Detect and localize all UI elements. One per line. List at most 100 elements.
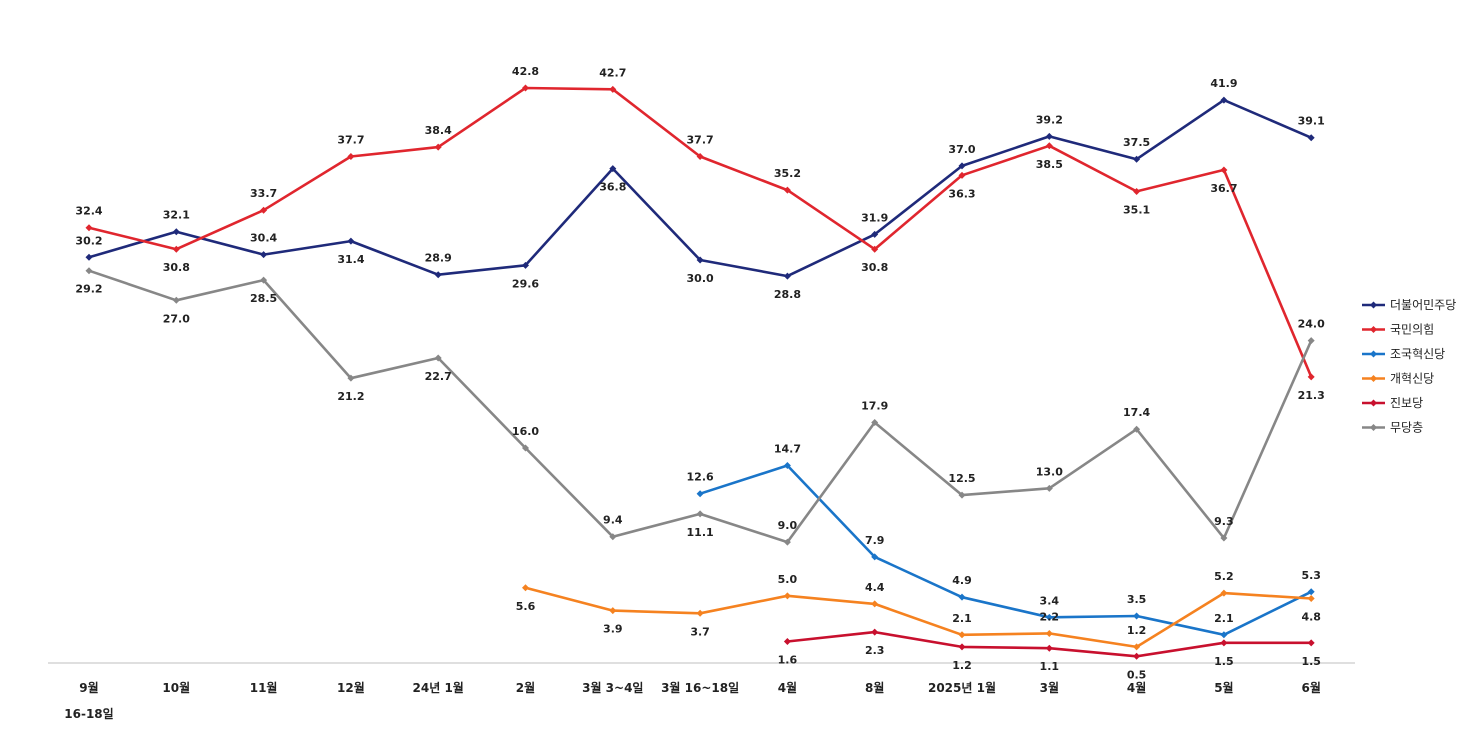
series-5-data-label: 27.0 (163, 312, 190, 325)
series-3-point (1220, 589, 1228, 597)
legend-label: 조국혁신당 (1390, 347, 1445, 361)
series-1-data-label: 36.7 (1210, 182, 1237, 195)
series-5-point (1045, 484, 1053, 492)
legend-label: 개혁신당 (1390, 372, 1434, 386)
x-tick-label: 4월 (778, 680, 797, 695)
x-tick-label: 8월 (865, 680, 884, 695)
series-0-data-label: 30.0 (687, 272, 714, 285)
series-5-data-label: 17.4 (1123, 406, 1150, 419)
series-3-data-label: 5.0 (778, 573, 798, 586)
series-3-point (1133, 643, 1141, 651)
series-3-point (1045, 629, 1053, 637)
series-1-data-label: 36.3 (948, 187, 975, 200)
x-tick-label: 4월 (1127, 680, 1146, 695)
series-5-data-label: 16.0 (512, 425, 539, 438)
series-5-data-label: 11.1 (687, 526, 714, 539)
series-0-data-label: 37.5 (1123, 136, 1150, 149)
series-0-data-label: 30.2 (75, 234, 102, 247)
series-2-data-label: 5.3 (1301, 569, 1321, 582)
x-tick-label: 10월 (162, 680, 190, 695)
x-tick-label: 5월 (1214, 680, 1233, 695)
series-2-point (1133, 612, 1141, 620)
series-1-point (1220, 166, 1228, 174)
series-2-point (1307, 588, 1315, 596)
series-2-data-label: 3.4 (1040, 594, 1060, 607)
series-2-point (958, 593, 966, 601)
x-tick-label: 3월 16~18일 (661, 680, 739, 695)
series-0-point (347, 237, 355, 245)
series-3-data-label: 3.7 (690, 625, 710, 638)
series-0-point (1220, 96, 1228, 104)
series-0-point (172, 228, 180, 236)
series-1-point (609, 85, 617, 93)
legend-swatch-marker (1370, 301, 1377, 309)
series-0-data-label: 39.2 (1036, 113, 1063, 126)
series-1-data-label: 38.5 (1036, 158, 1063, 171)
series-5-data-label: 22.7 (425, 370, 452, 383)
series-3-point (522, 584, 529, 592)
series-5-point (1133, 425, 1141, 433)
x-tick-label: 2월 (516, 680, 535, 695)
series-5-data-label: 21.2 (337, 390, 364, 403)
series-5-data-label: 9.0 (778, 519, 798, 532)
series-5-point (260, 276, 268, 284)
series-5-data-label: 12.5 (948, 472, 975, 485)
series-0-point (696, 256, 704, 264)
series-3-point (696, 609, 704, 617)
series-2-point (696, 490, 704, 498)
series-1-point (1307, 373, 1315, 381)
series-0-data-label: 28.9 (425, 252, 452, 265)
series-0-point (1133, 155, 1141, 163)
series-2-point (1045, 613, 1053, 621)
legend-label: 더불어민주당 (1390, 298, 1456, 312)
series-4-data-label: 1.6 (778, 654, 798, 667)
series-0-data-label: 41.9 (1210, 77, 1237, 90)
series-1-data-label: 35.2 (774, 167, 801, 180)
x-tick-label: 16-18일 (64, 707, 113, 721)
series-1-point (958, 171, 966, 179)
series-4-data-label: 1.5 (1214, 655, 1234, 668)
series-2-line (699, 464, 1312, 637)
series-1-data-label: 37.7 (337, 134, 364, 147)
series-4-point (1133, 652, 1141, 660)
x-tick-label: 6월 (1302, 680, 1321, 695)
series-1-data-label: 42.7 (599, 66, 626, 79)
series-1-data-label: 21.3 (1298, 389, 1325, 402)
series-5-point (1307, 337, 1315, 345)
x-tick-label: 9월 (79, 680, 98, 695)
series-3-point (958, 631, 966, 639)
series-5-point (347, 374, 355, 382)
series-5-data-label: 17.9 (861, 400, 888, 413)
series-3-data-label: 4.8 (1301, 611, 1321, 624)
series-5-point (85, 267, 93, 275)
series-3-data-label: 2.2 (1040, 610, 1060, 623)
series-2-point (871, 553, 879, 561)
series-0-point (522, 261, 529, 269)
series-2-data-label: 12.6 (687, 471, 714, 484)
series-0-point (609, 165, 617, 173)
series-0-point (958, 162, 966, 170)
series-3-data-label: 1.2 (1127, 624, 1147, 637)
series-3-data-label: 2.1 (952, 612, 972, 625)
series-1-data-label: 33.7 (250, 187, 277, 200)
series-3-point (1307, 595, 1315, 603)
legend-swatch-marker (1370, 375, 1377, 382)
series-4-point (1220, 639, 1228, 647)
series-3-data-label: 5.6 (516, 600, 536, 613)
legend-swatch-marker (1370, 424, 1377, 431)
series-5-point (172, 296, 180, 304)
series-1-point (871, 245, 879, 253)
x-tick-label: 12월 (337, 680, 365, 695)
x-tick-label: 2025년 1월 (928, 680, 996, 695)
series-4-point (1307, 639, 1315, 647)
series-5-point (1220, 534, 1228, 542)
series-0-data-label: 30.4 (250, 232, 277, 245)
series-0-data-label: 39.1 (1298, 115, 1325, 128)
series-1-data-label: 30.8 (163, 261, 190, 274)
series-3-point (609, 607, 617, 615)
series-1-point (522, 84, 529, 92)
series-2-point (1220, 631, 1228, 639)
legend-label: 진보당 (1390, 396, 1423, 410)
